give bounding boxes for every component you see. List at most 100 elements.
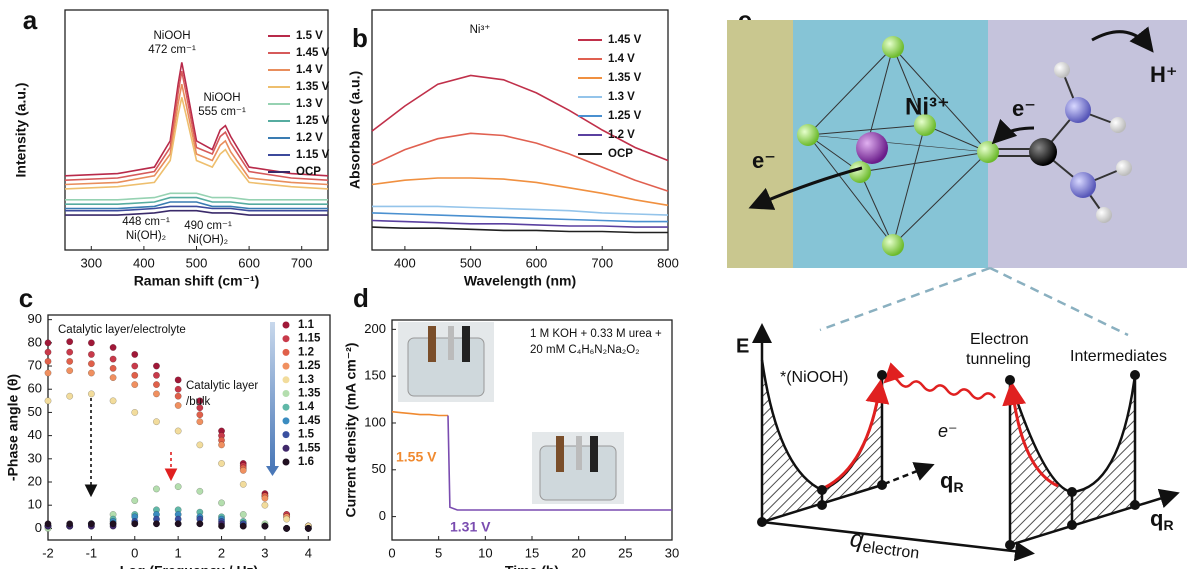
axis-subscript: R [953,479,963,495]
annotation: 555 cm⁻¹ [198,106,246,118]
series-line [371,177,669,207]
axis-arrow [883,462,935,486]
data-point [174,376,182,384]
axis-label: qR [1150,506,1174,533]
ion-label: Ni³⁺ [905,93,950,120]
panel-label: b [352,23,368,53]
annotation: 448 cm⁻¹ [122,216,170,228]
legend-swatch [282,417,290,425]
data-point [239,511,247,518]
data-point [131,371,139,379]
annotation: Ni³⁺ [470,24,491,36]
legend-label: 1.2 V [296,132,323,144]
x-tick-label: 1 [175,545,182,560]
data-point [87,360,95,368]
electrolyte-region [988,20,1187,268]
arrow [1091,26,1154,53]
series-line [65,205,328,212]
panel-label: a [23,5,38,35]
annotation: Catalytic layer/electrolyte [58,324,186,336]
y-axis-label: Current density (mA cm⁻²) [343,343,359,518]
proton-label: H⁺ [1150,62,1178,87]
x-tick-label: 20 [571,545,585,560]
legend-label: 1.35 [298,388,321,400]
legend-label: 1.45 [298,415,321,427]
legend-label: OCP [608,148,633,160]
legend-swatch [282,444,290,452]
legend-label: 1.45 V [608,34,642,46]
data-point [87,369,95,377]
data-point [109,364,117,372]
annotation: Ni(OH)₂ [126,230,166,242]
plot-frame [371,9,669,251]
x-tick-label: 4 [305,545,312,560]
series-line [371,212,668,223]
y-axis-label: -Phase angle (θ) [5,374,21,481]
data-point [261,501,269,509]
axis-label: E [736,335,749,357]
data-point [153,362,160,370]
path-arrow [823,379,890,490]
data-point [218,499,225,507]
x-tick-label: 700 [291,255,313,270]
data-point [304,524,312,532]
y-tick-label: 50 [28,404,42,419]
series-line [64,97,329,190]
data-point [261,494,269,502]
x-tick-label: 400 [394,255,416,270]
legend-swatch [282,458,290,466]
annotation: 472 cm⁻¹ [148,44,196,56]
data-point [196,397,204,405]
legend-label: 1.25 [298,360,321,372]
y-tick-label: 100 [364,414,386,429]
y-tick-label: 150 [364,368,386,383]
state-label: Intermediates [1070,348,1167,365]
data-point [109,374,117,382]
data-point [131,381,139,389]
legend-label: 1.45 V [296,47,330,59]
data-point [218,441,225,449]
annotation: NiOOH [153,30,190,42]
data-point [44,520,52,528]
data-point [66,520,74,528]
annotation: Ni(OH)₂ [188,234,228,246]
zoom-line [989,266,1129,337]
data-point [109,355,117,363]
series-line [64,62,329,177]
x-tick-label: 5 [435,545,442,560]
axis-symbol: q [1150,506,1163,531]
data-point [87,350,95,358]
legend-label: 1.15 V [296,149,330,161]
atoms [797,36,1132,256]
x-tick-label: -2 [42,545,54,560]
data-point [153,418,160,426]
plot-frame [64,9,329,251]
legend-label: 1.2 V [608,129,635,141]
data-point [283,515,291,523]
annotation: NiOOH [203,92,240,104]
series-line [447,415,672,511]
legend-label: 1.4 [298,401,315,413]
legend-arrow-head [266,466,279,476]
series-line [371,226,668,234]
legend-label: 1.5 V [296,30,323,42]
annotation: Catalytic layer [186,380,258,392]
data-point [218,460,225,467]
tunneling-arrow [883,362,996,400]
legend-swatch [282,390,290,397]
annotation: 20 mM C₄H₆N₂Na₂O₂ [530,344,640,356]
data-point [66,338,74,346]
legend-label: 1.35 V [608,72,642,84]
tunneling-label: tunneling [966,351,1031,368]
x-tick-label: 600 [526,255,548,270]
data-point [66,367,74,375]
axis-subscript: R [1163,517,1173,533]
axis-label: qR [940,468,964,495]
y-axis-label: Absorbance (a.u.) [347,71,363,189]
data-point [131,362,139,370]
arrow [748,166,863,210]
axis-symbol: q [848,525,865,554]
data-point [174,483,182,491]
well-area [762,360,882,522]
